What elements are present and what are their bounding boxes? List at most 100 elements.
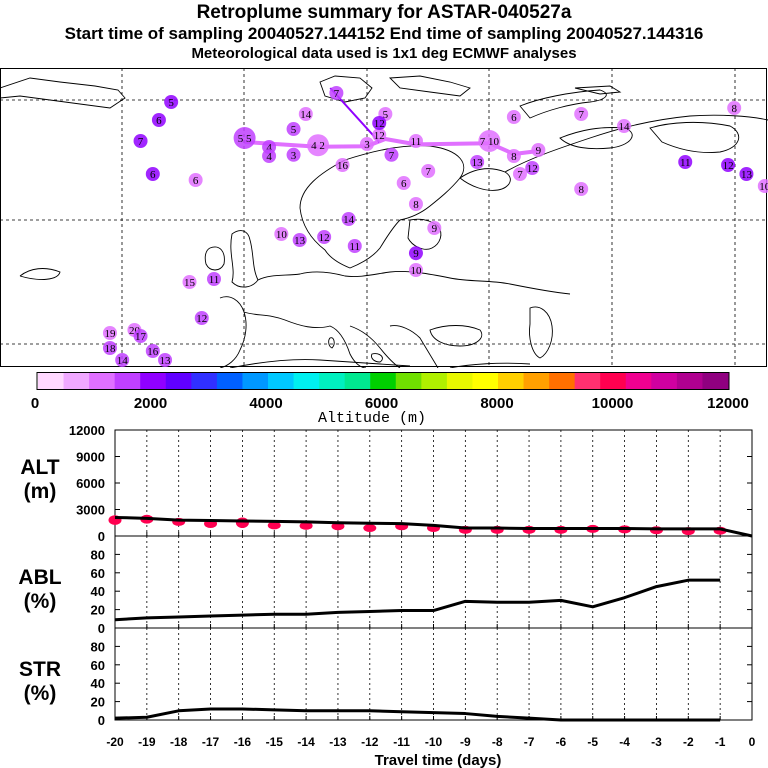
coastlines bbox=[0, 75, 768, 368]
map-day-label: 8 bbox=[506, 149, 521, 163]
map-label-dot bbox=[408, 263, 423, 277]
map-day-label: 17 bbox=[133, 329, 148, 343]
y-tick-label: 9000 bbox=[76, 450, 105, 465]
alt-distribution-marker bbox=[235, 517, 249, 529]
map-label-text: 7 bbox=[425, 166, 431, 178]
colorbar-cell bbox=[702, 373, 729, 389]
colorbar-cell bbox=[421, 373, 448, 389]
map-label-text: 14 bbox=[343, 214, 355, 226]
map-label-dot bbox=[151, 113, 166, 127]
map-day-label: 11 bbox=[678, 155, 693, 169]
map-label-dot bbox=[286, 147, 301, 162]
altitude-colorbar: 0 2000 4000 6000 8000 10000 12000 Altitude (m) bbox=[31, 372, 749, 427]
map-label-text: 8 bbox=[578, 184, 584, 196]
map-label-dot bbox=[470, 155, 485, 169]
colorbar-cell bbox=[446, 373, 474, 389]
colorbar-cell bbox=[242, 373, 269, 389]
colorbar-cell bbox=[268, 373, 295, 389]
y-tick-label: 60 bbox=[91, 566, 105, 581]
map-label-dot bbox=[372, 116, 387, 130]
map-label-text: 12 bbox=[374, 118, 385, 130]
map-label-dot bbox=[317, 230, 332, 244]
y-tick-label: 40 bbox=[91, 584, 105, 599]
map-label-text: 5 bbox=[291, 124, 297, 136]
map-label-dot bbox=[298, 107, 313, 121]
map-label-text: 11 bbox=[680, 157, 691, 169]
map-label-dot bbox=[115, 353, 130, 367]
map-day-label: 11 bbox=[207, 272, 221, 286]
y-axis-label-unit: (%) bbox=[24, 590, 57, 613]
map-label-text: 20 bbox=[129, 325, 141, 337]
alt-distribution-marker bbox=[267, 521, 281, 530]
map-label-dot bbox=[525, 161, 540, 175]
colorbar-cell bbox=[574, 373, 601, 389]
map-label-dot bbox=[421, 164, 436, 178]
x-tick-label: -17 bbox=[202, 735, 220, 749]
map-day-label: 13 bbox=[739, 167, 754, 181]
map-label-dot bbox=[408, 134, 423, 148]
time-series-panels: ALT(m)030006000900012000ABL(%)020406080S… bbox=[18, 423, 755, 768]
map-day-label: 13 bbox=[158, 353, 173, 367]
map-day-label: 7 bbox=[513, 167, 527, 181]
colorbar-cell bbox=[89, 373, 116, 389]
map-label-dot bbox=[233, 127, 256, 149]
map-label-dot bbox=[384, 147, 399, 162]
y-tick-label: 20 bbox=[91, 695, 105, 710]
map-day-label: 12 bbox=[721, 158, 736, 172]
map-label-text: 13 bbox=[294, 235, 306, 247]
map-day-label: 12 bbox=[372, 128, 387, 142]
colorbar-cell bbox=[140, 373, 167, 389]
colorbar-label: Altitude (m) bbox=[318, 410, 426, 427]
map-day-label: 5 5 bbox=[233, 127, 256, 149]
map-label-dot bbox=[102, 341, 117, 355]
map-day-label: 12 bbox=[194, 311, 209, 325]
x-tick-label: -13 bbox=[329, 735, 347, 749]
colorbar-cell bbox=[549, 373, 576, 389]
colorbar-cell bbox=[676, 373, 704, 389]
y-axis-label-name: STR bbox=[19, 658, 61, 681]
map-day-label: 10 bbox=[757, 179, 768, 193]
map-label-text: 12 bbox=[374, 130, 385, 142]
map-label-text: 6 bbox=[511, 112, 517, 124]
colorbar-frame bbox=[36, 372, 730, 390]
colorbar-cell bbox=[523, 373, 550, 389]
map-label-dot bbox=[133, 134, 148, 148]
y-axis-label-name: ALT bbox=[20, 456, 59, 479]
map-label-dot bbox=[721, 158, 736, 172]
x-tick-label: -2 bbox=[683, 735, 694, 749]
x-tick-label: -1 bbox=[715, 735, 726, 749]
map-label-dot bbox=[360, 137, 374, 151]
map-label-text: 9 bbox=[413, 248, 419, 260]
colorbar-cell bbox=[344, 373, 371, 389]
map-graticule bbox=[0, 68, 768, 368]
map-label-text: 11 bbox=[349, 241, 360, 253]
map-label-dot bbox=[188, 173, 203, 187]
colorbar-cell bbox=[319, 373, 346, 389]
map-day-label: 5 bbox=[164, 95, 179, 109]
map-label-dot bbox=[133, 329, 148, 343]
map-day-label: 6 bbox=[396, 176, 411, 190]
map-label-dot bbox=[617, 119, 632, 133]
map-label-text: 9 bbox=[432, 223, 438, 235]
x-tick-label: -7 bbox=[524, 735, 535, 749]
y-tick-label: 0 bbox=[98, 529, 105, 544]
map-day-label: 14 bbox=[298, 107, 313, 121]
x-tick-label: -6 bbox=[556, 735, 567, 749]
x-tick-label: -20 bbox=[106, 735, 124, 749]
colorbar-tick: 10000 bbox=[592, 395, 634, 412]
map-day-label: 18 bbox=[102, 341, 117, 355]
x-tick-label: -15 bbox=[266, 735, 284, 749]
x-tick-label: -19 bbox=[138, 735, 156, 749]
map-label-text: 4 bbox=[266, 151, 272, 163]
map-label-text: 9 bbox=[536, 145, 542, 157]
colorbar-cell bbox=[498, 373, 525, 389]
map-day-label: 7 bbox=[421, 164, 436, 178]
map-label-dot bbox=[286, 122, 301, 136]
colorbar-cell bbox=[191, 373, 218, 389]
map-day-label: 7 bbox=[133, 134, 148, 148]
map-day-label: 12 bbox=[317, 230, 332, 244]
map-label-dot bbox=[164, 95, 179, 109]
colorbar-cell bbox=[472, 373, 499, 389]
colorbar-cell bbox=[395, 373, 422, 389]
time-series-content: ALT(m)030006000900012000ABL(%)020406080S… bbox=[18, 423, 755, 749]
